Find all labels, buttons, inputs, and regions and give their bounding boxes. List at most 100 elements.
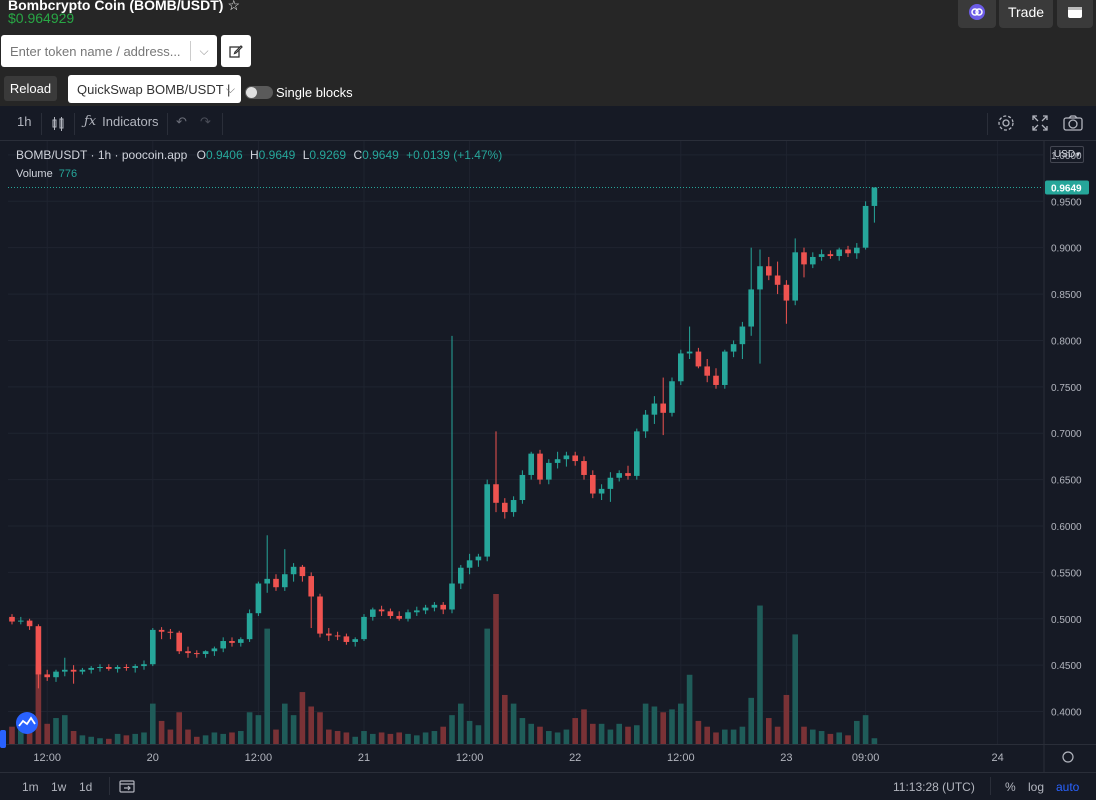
toggle-knob bbox=[246, 87, 257, 98]
range-1m-button[interactable]: 1m bbox=[22, 780, 39, 794]
currency-button[interactable]: USD ▾ bbox=[1050, 146, 1084, 163]
candle-body bbox=[590, 474, 596, 494]
wallet-button[interactable] bbox=[1057, 0, 1093, 28]
volume-bar bbox=[572, 718, 578, 744]
candle-body bbox=[273, 578, 279, 588]
token-search-box: ⌵ bbox=[1, 35, 217, 67]
candle-body bbox=[827, 254, 834, 257]
legend-dot: · bbox=[90, 148, 98, 162]
candle-body bbox=[9, 616, 15, 622]
volume-bar bbox=[44, 723, 50, 744]
chart-container[interactable]: 1.0000 0.9500 0.9000 0.8500 0.8000 0.7500 0.70… bbox=[0, 106, 1096, 800]
camera-icon[interactable] bbox=[1063, 114, 1083, 132]
candle-body bbox=[466, 560, 473, 568]
token-search-input[interactable] bbox=[1, 35, 190, 67]
auto-scale-button[interactable]: auto bbox=[1056, 780, 1080, 794]
volume-bar bbox=[449, 715, 455, 744]
candle-body bbox=[528, 453, 534, 475]
volume-bar bbox=[695, 720, 702, 744]
volume-bar bbox=[282, 703, 288, 744]
volume-bar bbox=[211, 732, 218, 744]
candle-body bbox=[18, 620, 24, 622]
legend-low: 0.9269 bbox=[309, 148, 347, 162]
undo-icon[interactable]: ↶ bbox=[176, 114, 187, 129]
range-1d-button[interactable]: 1d bbox=[79, 780, 93, 794]
volume-bar bbox=[132, 733, 138, 744]
candle-body bbox=[255, 583, 262, 614]
axis-settings-gear-icon[interactable] bbox=[1062, 751, 1074, 763]
favorite-star-icon[interactable]: ☆ bbox=[227, 0, 240, 13]
volume-bar bbox=[18, 728, 24, 744]
date-range-icon[interactable] bbox=[119, 779, 135, 796]
function-icon: ƒx bbox=[84, 114, 97, 129]
token-title-text: Bombcrypto Coin (BOMB/USDT) bbox=[8, 0, 224, 13]
chart-toolbar: 1h ƒx Indicators ↶ ↷ bbox=[0, 106, 1096, 141]
candle-body bbox=[378, 609, 385, 612]
last-price-label: 0.9649 bbox=[1051, 183, 1082, 194]
edit-button[interactable] bbox=[221, 35, 251, 67]
volume-bar bbox=[722, 729, 728, 744]
utc-clock[interactable]: 11:13:28 (UTC) bbox=[893, 780, 975, 794]
wallet-connect-button[interactable] bbox=[958, 0, 996, 28]
volume-bar bbox=[414, 735, 420, 744]
volume-bar bbox=[370, 733, 376, 744]
reload-button[interactable]: Reload bbox=[4, 76, 57, 101]
price-tick-label: 0.7000 bbox=[1051, 429, 1082, 440]
candle-body bbox=[669, 381, 675, 413]
settings-gear-icon[interactable] bbox=[997, 114, 1015, 132]
volume-bar bbox=[810, 729, 816, 744]
trade-button[interactable]: Trade bbox=[999, 0, 1053, 28]
volume-bar bbox=[440, 726, 446, 744]
candle-body bbox=[598, 488, 605, 494]
volume-bar bbox=[502, 694, 508, 744]
candle-body bbox=[801, 252, 807, 265]
candle-body bbox=[150, 629, 156, 665]
toolbar-divider bbox=[41, 113, 42, 135]
time-tick-label: 12:00 bbox=[245, 752, 273, 764]
volume-legend: Volume 776 bbox=[16, 168, 77, 180]
candle-body bbox=[405, 612, 411, 619]
volume-bar bbox=[625, 726, 631, 744]
chevron-down-icon[interactable]: ⌵ bbox=[199, 43, 209, 58]
pair-select[interactable]: QuickSwap BOMB/USDT | ⌵ bbox=[68, 75, 241, 103]
legend-change: +0.0139 (+1.47%) bbox=[406, 148, 503, 162]
volume-bar bbox=[546, 731, 552, 744]
candle-body bbox=[141, 664, 147, 667]
candle-body bbox=[458, 567, 464, 584]
volume-bar bbox=[484, 628, 490, 744]
candle-body bbox=[730, 344, 737, 352]
candle-body bbox=[70, 669, 77, 672]
candle-style-icon[interactable] bbox=[50, 116, 66, 132]
volume-bar bbox=[792, 634, 798, 744]
candle-body bbox=[546, 462, 552, 480]
volume-bar bbox=[669, 709, 675, 744]
volume-bar bbox=[264, 628, 270, 744]
price-tick-label: 0.9500 bbox=[1051, 197, 1082, 208]
candle-body bbox=[317, 596, 323, 634]
volume-bar bbox=[678, 703, 684, 744]
volume-bar bbox=[458, 703, 464, 744]
redo-icon[interactable]: ↷ bbox=[200, 114, 211, 129]
candle-body bbox=[563, 455, 570, 460]
edit-icon bbox=[229, 45, 243, 58]
interval-button[interactable]: 1h bbox=[17, 114, 32, 129]
candle-body bbox=[132, 666, 138, 668]
indicators-button[interactable]: ƒx Indicators bbox=[84, 114, 159, 129]
volume-bar bbox=[106, 738, 112, 744]
volume-label: Volume bbox=[16, 168, 53, 180]
volume-bar bbox=[651, 706, 658, 744]
price-tick-label: 0.6000 bbox=[1051, 522, 1082, 533]
percent-scale-button[interactable]: % bbox=[1005, 780, 1016, 794]
candlestick-chart[interactable]: 1.0000 0.9500 0.9000 0.8500 0.8000 0.7500 0.70… bbox=[0, 106, 1096, 800]
price-tick-label: 0.6500 bbox=[1051, 476, 1082, 487]
candle-body bbox=[766, 266, 772, 276]
log-scale-button[interactable]: log bbox=[1028, 780, 1045, 794]
candle-body bbox=[26, 620, 33, 627]
single-blocks-toggle[interactable] bbox=[245, 86, 273, 99]
range-1w-button[interactable]: 1w bbox=[51, 780, 67, 794]
volume-bar bbox=[686, 674, 693, 744]
legend-close: 0.9649 bbox=[362, 148, 399, 162]
chart-legend: BOMB/USDT · 1h · poocoin.app O0.9406 H0.… bbox=[16, 148, 502, 162]
fullscreen-icon[interactable] bbox=[1031, 114, 1049, 132]
